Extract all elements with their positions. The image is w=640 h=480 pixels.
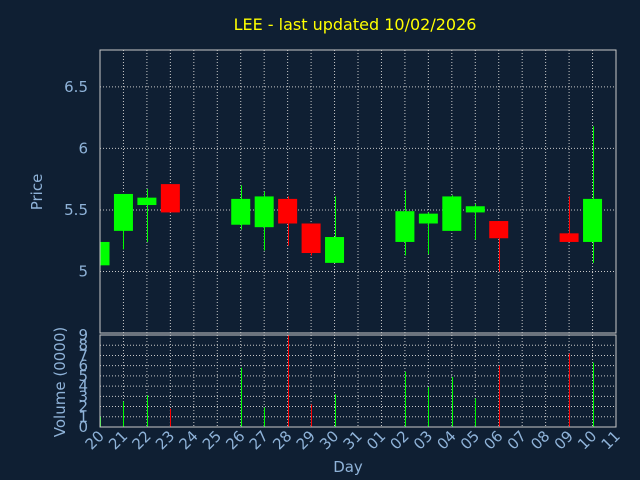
x-tick-label: 28 — [269, 427, 295, 453]
candle-up — [100, 241, 110, 266]
price-panel-frame — [99, 49, 617, 334]
candle-down — [160, 184, 180, 213]
x-tick-label: 22 — [129, 427, 155, 453]
x-axis-label: Day — [333, 458, 363, 476]
volume-tick-label: 2 — [78, 398, 88, 416]
candle-body — [442, 196, 462, 231]
candle-body — [418, 213, 438, 224]
x-tick-label: 10 — [574, 427, 600, 453]
x-tick-label: 05 — [457, 427, 483, 453]
candle-body — [160, 184, 180, 213]
x-tick-label: 11 — [598, 427, 624, 453]
grid-layer — [100, 50, 616, 427]
x-tick-label: 06 — [480, 427, 506, 453]
candle-body — [301, 223, 321, 254]
candle-layer — [100, 126, 603, 272]
volume-tick-label: 7 — [78, 346, 88, 364]
candle-body — [231, 198, 251, 225]
candle-body — [583, 198, 603, 242]
candle-body — [489, 221, 509, 239]
x-tick-label: 01 — [363, 427, 389, 453]
volume-tick-label: 6 — [78, 357, 88, 375]
price-tick-label: 5 — [78, 262, 88, 280]
x-tick-label: 09 — [551, 427, 577, 453]
candle-body — [395, 211, 415, 242]
x-tick-label: 03 — [410, 427, 436, 453]
candle-body — [559, 233, 579, 242]
x-tick-label: 04 — [433, 427, 459, 453]
candle-down — [301, 223, 321, 256]
x-tick-label: 25 — [199, 427, 225, 453]
candle-up — [113, 193, 133, 250]
volume-tick-label: 5 — [78, 367, 88, 385]
candle-up — [137, 189, 157, 242]
candle-body — [137, 197, 157, 206]
candle-up — [254, 191, 274, 251]
x-tick-label: 08 — [527, 427, 553, 453]
x-tick-label: 26 — [222, 427, 248, 453]
candle-body — [278, 198, 298, 224]
x-tick-label: 31 — [340, 427, 366, 453]
candle-up — [418, 212, 438, 255]
candle-up — [465, 203, 485, 240]
candle-down — [489, 221, 509, 272]
candle-body — [254, 196, 274, 228]
volume-tick-label: 4 — [78, 377, 88, 395]
volume-tick-label: 8 — [78, 336, 88, 354]
chart-title: LEE - last updated 10/02/2026 — [234, 15, 477, 34]
price-axis-label: Price — [28, 174, 46, 211]
volume-tick-label: 1 — [78, 408, 88, 426]
x-tick-label: 24 — [175, 427, 201, 453]
price-tick-label: 6.5 — [64, 78, 88, 96]
x-tick-label: 23 — [152, 427, 178, 453]
volume-tick-label: 9 — [78, 326, 88, 344]
x-tick-label: 27 — [246, 427, 272, 453]
candle-up — [231, 185, 251, 230]
price-tick-label: 5.5 — [64, 201, 88, 219]
candle-down — [278, 196, 298, 246]
volume-layer — [100, 335, 594, 427]
x-tick-label: 02 — [387, 427, 413, 453]
candle-body — [100, 241, 110, 266]
volume-tick-label: 3 — [78, 387, 88, 405]
price-tick-label: 6 — [78, 139, 88, 157]
candle-body — [325, 237, 345, 263]
x-tick-label: 21 — [105, 427, 131, 453]
candle-up — [583, 126, 603, 263]
candle-body — [113, 193, 133, 231]
volume-panel-frame — [99, 334, 617, 428]
candle-down — [559, 196, 579, 242]
candle-up — [442, 195, 462, 231]
candle-body — [465, 206, 485, 213]
x-tick-label: 29 — [293, 427, 319, 453]
x-tick-label: 07 — [504, 427, 530, 453]
candle-up — [395, 190, 415, 256]
candle-up — [325, 196, 345, 263]
volume-tick-label: 0 — [78, 418, 88, 436]
frame-layer — [99, 49, 617, 428]
volume-axis-label: Volume (0000) — [51, 327, 69, 437]
x-tick-label: 30 — [316, 427, 342, 453]
